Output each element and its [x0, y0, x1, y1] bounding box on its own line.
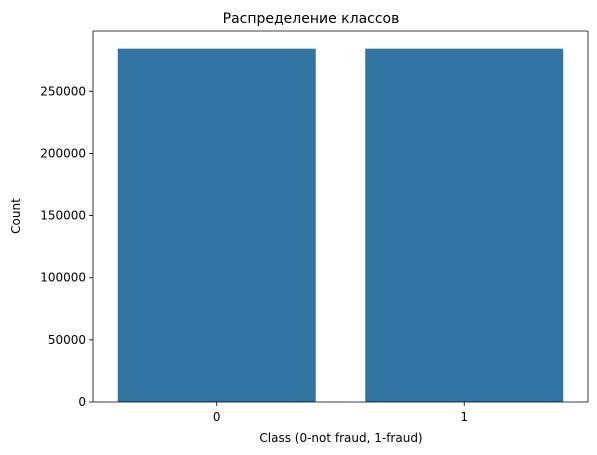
y-tick-label: 200000 — [40, 146, 86, 160]
y-axis-label: Count — [9, 198, 23, 234]
y-tick-label: 50000 — [48, 333, 86, 347]
y-tick-label: 150000 — [40, 209, 86, 223]
x-axis-label: Class (0-not fraud, 1-fraud) — [259, 431, 422, 445]
y-tick-label: 100000 — [40, 271, 86, 285]
chart-title: Распределение классов — [223, 11, 400, 27]
bar-class-1 — [365, 48, 564, 403]
x-tick-label: 0 — [213, 410, 221, 424]
bars-group — [117, 48, 564, 403]
y-ticks-group: 0 50000 100000 150000 200000 250000 — [40, 84, 93, 409]
bar-class-0 — [117, 48, 316, 403]
axes-frame — [92, 30, 589, 403]
x-tick-label: 1 — [460, 410, 468, 424]
y-tick-label: 250000 — [40, 84, 86, 98]
y-tick-label: 0 — [78, 395, 86, 409]
